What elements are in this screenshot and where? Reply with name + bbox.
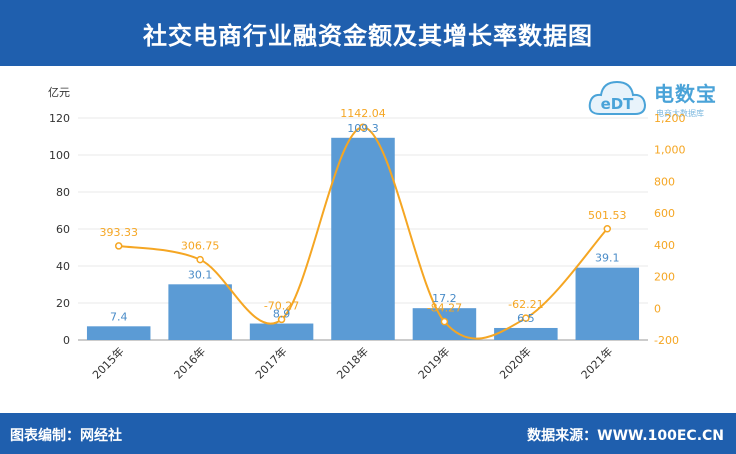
y-tick-label: 20	[56, 297, 70, 310]
x-tick-label: 2021年	[578, 344, 615, 381]
line-value-label: 306.75	[181, 240, 220, 253]
logo-subtitle: 电商大数据库	[656, 109, 704, 118]
y2-tick-label: 1,000	[654, 144, 686, 157]
logo: eDT 电数宝 电商大数据库	[586, 74, 736, 126]
header-bar: 社交电商行业融资金额及其增长率数据图	[0, 0, 736, 66]
x-tick-label: 2019年	[415, 344, 452, 381]
y2-tick-label: 0	[654, 302, 661, 315]
y-tick-label: 120	[49, 112, 70, 125]
x-tick-label: 2017年	[252, 344, 289, 381]
bar-value-label: 8.9	[273, 308, 291, 321]
cloud-logo-icon: eDT	[588, 80, 647, 115]
chart-plot: 0 20 40 60 80 100 120 -200 0 200 400 600 800 1,000 1,2…	[48, 86, 686, 382]
x-tick-label: 2015年	[89, 344, 126, 381]
bar-value-label: 7.4	[110, 310, 128, 323]
line-point	[603, 225, 612, 233]
line-point	[277, 315, 286, 324]
bar-value-label: 17.2	[432, 292, 457, 305]
line-point	[114, 242, 123, 250]
line-point	[196, 255, 204, 264]
bar-value-label: 39.1	[595, 252, 620, 265]
logo-brand: 电数宝	[654, 82, 717, 106]
bar	[86, 326, 151, 340]
x-tick-label: 2016年	[171, 344, 208, 381]
bar	[494, 327, 558, 340]
line-point	[359, 123, 367, 131]
line-value-label: 1142.04	[340, 107, 386, 120]
bar	[575, 267, 640, 340]
footer-source: 数据来源：WWW.100EC.CN	[527, 428, 724, 444]
y-tick-label: 80	[56, 186, 70, 199]
y-tick-label: 40	[56, 260, 70, 273]
x-tick-label: 2018年	[334, 344, 371, 381]
line-value-label: 393.33	[99, 226, 138, 239]
line-point	[440, 317, 449, 326]
bar-value-label: 30.1	[188, 268, 213, 281]
logo-mark: eDT	[601, 95, 635, 113]
y2-tick-label: 600	[654, 207, 675, 220]
line-value-label: -62.21	[508, 298, 543, 311]
footer-bar: 图表编制：网经社 数据来源：WWW.100EC.CN	[0, 413, 736, 454]
y-tick-label: 100	[49, 149, 70, 162]
bar	[249, 323, 314, 340]
line-value-label: 501.53	[588, 209, 627, 222]
x-tick-label: 2020年	[497, 344, 534, 381]
bar	[168, 284, 232, 340]
bar	[331, 137, 395, 340]
line-point	[522, 314, 530, 322]
y-axis-label: 亿元	[48, 86, 70, 99]
chart-title: 社交电商行业融资金额及其增长率数据图	[143, 21, 593, 50]
footer-credit: 图表编制：网经社	[10, 428, 122, 444]
y2-tick-label: 1,200	[654, 112, 686, 125]
y2-tick-label: 400	[654, 239, 675, 252]
y2-tick-label: -200	[654, 334, 679, 347]
y2-tick-label: 200	[654, 271, 675, 284]
line-value-label: -70.27	[264, 299, 299, 312]
y-tick-label: 60	[56, 223, 70, 236]
y2-tick-label: 800	[654, 175, 675, 188]
bar-value-label: 109.3	[347, 122, 379, 135]
line-value-label: -84.27	[427, 302, 462, 315]
y-tick-label: 0	[63, 334, 70, 347]
bar-value-label: 6.5	[517, 312, 535, 325]
